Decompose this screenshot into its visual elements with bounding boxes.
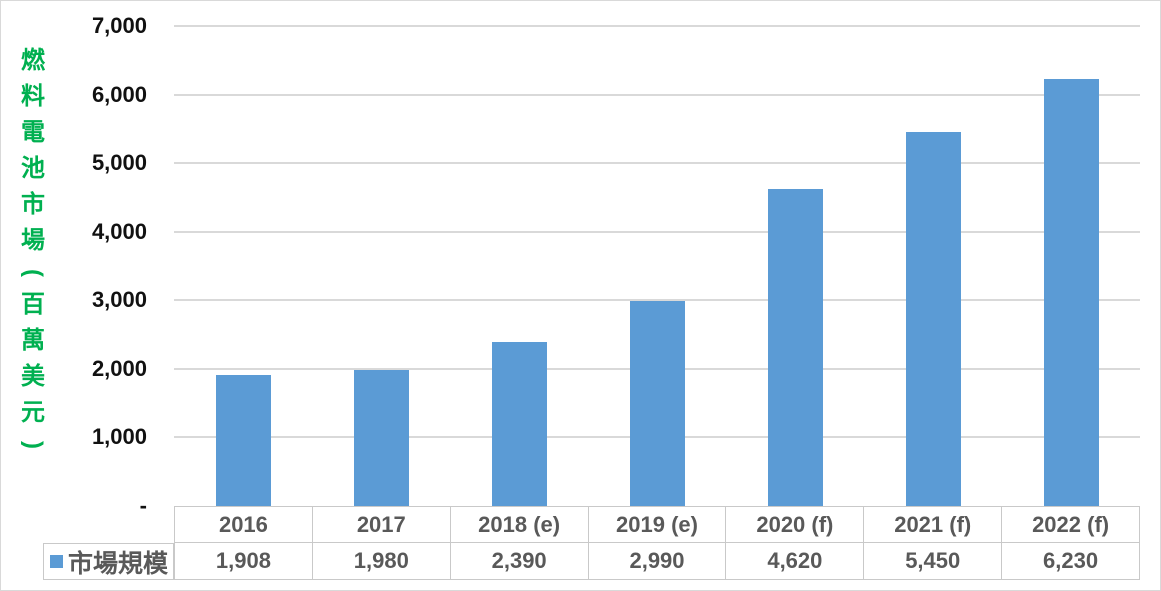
bar-2021 (f) (905, 132, 961, 506)
y-axis-tick-label: 3,000 (91, 287, 147, 313)
y-axis-title: 燃料電池市場(百萬美元) (13, 49, 53, 453)
gridline (174, 93, 1140, 96)
y-axis-title-char: 池 (21, 155, 45, 182)
legend-cell: 市場規模 (43, 543, 174, 580)
table-year-cell: 2016 (174, 506, 312, 543)
table-value-cell: 6,230 (1001, 543, 1141, 580)
gridline (174, 162, 1140, 165)
table-year-cell: 2020 (f) (725, 506, 864, 543)
bar-2019 (e) (629, 301, 685, 506)
table-year-cell: 2018 (e) (449, 506, 588, 543)
y-axis-title-char: 元 (21, 399, 45, 426)
table-value-cell: 2,990 (587, 543, 726, 580)
gridline (174, 299, 1140, 302)
y-axis-title-char: 電 (21, 119, 45, 146)
y-axis-title-char: 百 (21, 291, 45, 318)
data-table-header-row: 2016 2017 2018 (e) 2019 (e) 2020 (f) 2021 (f)… (174, 506, 1141, 543)
bar-2020 (f) (767, 189, 823, 506)
y-axis-tick-label: - (139, 493, 147, 518)
y-axis-tick-labels: 7,000 6,000 5,000 4,000 3,000 2,000 1,000 - (1, 1, 147, 590)
gridline (174, 230, 1140, 233)
y-axis-tick-label: 1,000 (91, 424, 147, 450)
y-axis-title-char: 場 (21, 227, 45, 254)
y-axis-title-char: 市 (21, 191, 45, 218)
y-axis-tick-label: 2,000 (91, 355, 147, 381)
y-axis-tick-label: 7,000 (91, 13, 147, 38)
y-axis-title-char: 燃 (21, 47, 45, 74)
y-axis-title-char: 美 (21, 363, 45, 390)
table-value-cell: 2,390 (449, 543, 588, 580)
gridline (174, 25, 1140, 27)
table-value-cell: 4,620 (725, 543, 864, 580)
table-value-cell: 1,980 (311, 543, 450, 580)
y-axis-tick-label: 5,000 (91, 150, 147, 176)
bar-2018 (e) (491, 342, 547, 506)
bar-2017 (353, 370, 409, 506)
table-year-cell: 2017 (311, 506, 450, 543)
legend-swatch-icon (50, 555, 63, 568)
table-value-cell: 5,450 (863, 543, 1002, 580)
plot-area (174, 25, 1140, 506)
y-axis-title-char: 料 (21, 83, 45, 110)
y-axis-tick-label: 6,000 (91, 81, 147, 107)
data-table-value-row: 1,908 1,980 2,390 2,990 4,620 5,450 6,230 (174, 543, 1141, 580)
bar-2022 (f) (1043, 78, 1099, 506)
table-year-cell: 2019 (e) (587, 506, 726, 543)
y-axis-tick-label: 4,000 (91, 218, 147, 244)
legend-series-label: 市場規模 (68, 549, 169, 578)
bar-2016 (215, 375, 271, 506)
y-axis-title-char: 萬 (21, 327, 45, 354)
table-value-cell: 1,908 (174, 543, 312, 580)
table-year-cell: 2022 (f) (1001, 506, 1141, 543)
table-year-cell: 2021 (f) (863, 506, 1002, 543)
